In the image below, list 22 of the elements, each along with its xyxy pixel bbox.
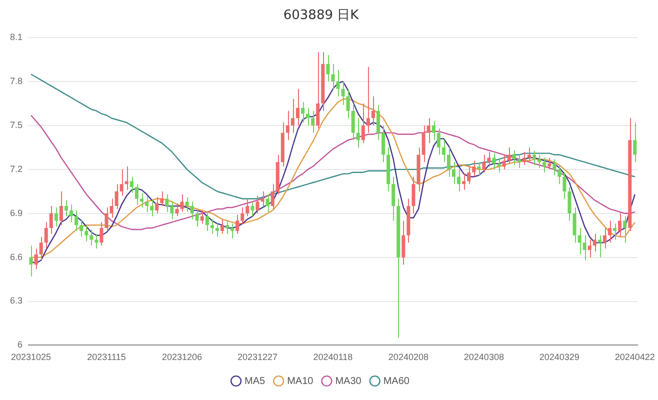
y-tick-label: 6.9 [10, 208, 23, 218]
x-tick-label: 20240422 [614, 352, 655, 362]
legend-label: MA60 [383, 376, 410, 387]
y-tick-label: 8.1 [10, 32, 23, 42]
x-tick-label: 20240118 [313, 352, 353, 362]
legend-label: MA30 [335, 376, 362, 387]
chart-title: 603889 日K [283, 8, 360, 24]
legend-label: MA5 [244, 376, 266, 387]
y-tick-label: 6 [17, 340, 23, 350]
x-tick-label: 20231227 [237, 352, 278, 362]
y-tick-label: 7.8 [10, 76, 23, 86]
y-tick-label: 7.5 [10, 120, 23, 130]
y-tick-label: 6.3 [10, 296, 23, 306]
x-tick-label: 20240308 [464, 352, 504, 362]
y-tick-label: 7.2 [10, 164, 23, 174]
y-tick-label: 6.6 [10, 252, 23, 262]
legend-label: MA10 [287, 376, 314, 387]
x-tick-label: 20240208 [388, 352, 428, 362]
x-tick-label: 20240329 [539, 352, 580, 362]
x-tick-label: 20231115 [87, 352, 126, 362]
x-tick-label: 20231025 [11, 352, 52, 362]
x-tick-label: 20231206 [162, 352, 202, 362]
